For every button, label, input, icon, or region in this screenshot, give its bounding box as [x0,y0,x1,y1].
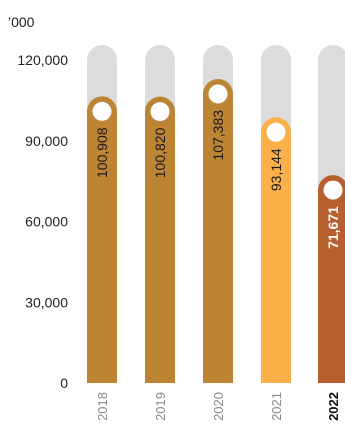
x-tick-label: 2018 [95,392,110,421]
y-tick-label: 60,000 [25,214,68,230]
y-axis: 0 30,000 60,000 90,000 120,000 [17,52,68,391]
x-tick-label: 2022 [326,392,341,421]
y-tick-label: 30,000 [25,294,68,310]
value-label: 100,820 [152,127,168,178]
bar [145,96,175,384]
y-tick-label: 120,000 [17,52,68,68]
x-tick-label: 2021 [269,392,284,421]
value-label: 93,144 [268,148,284,191]
bar-end-markers [92,84,343,200]
x-tick-label: 2019 [153,392,168,421]
unit-label: ’000 [8,14,35,30]
bar-end-marker [92,101,112,121]
bars [87,78,345,384]
bar-end-marker [208,84,228,104]
value-label: 107,383 [210,110,226,161]
value-labels: 100,908 100,820 107,383 93,144 71,671 [94,110,341,249]
bar [203,78,233,384]
bar [261,117,291,383]
bar-end-marker [266,122,286,142]
bar [87,96,117,384]
value-label: 100,908 [94,127,110,178]
bar [318,175,345,383]
y-tick-label: 0 [60,375,68,391]
bar-end-marker [323,180,343,200]
x-axis: 2018 2019 2020 2021 2022 [95,392,341,421]
bar-end-marker [150,102,170,122]
x-tick-label: 2020 [211,392,226,421]
y-tick-label: 90,000 [25,133,68,149]
value-label: 71,671 [325,206,341,249]
